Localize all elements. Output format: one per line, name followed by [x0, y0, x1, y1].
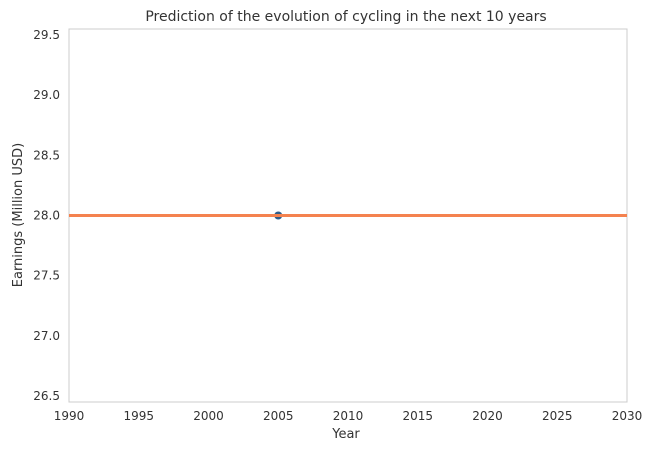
x-tick-label: 2020 — [472, 409, 503, 423]
x-tick-label: 2030 — [612, 409, 643, 423]
y-tick-label: 29.5 — [33, 28, 60, 42]
x-tick-label: 2000 — [193, 409, 224, 423]
y-tick-label: 28.5 — [33, 148, 60, 162]
y-tick-label: 29.0 — [33, 88, 60, 102]
y-tick-label: 27.0 — [33, 329, 60, 343]
y-tick-label: 28.0 — [33, 209, 60, 223]
x-tick-label: 2005 — [263, 409, 294, 423]
y-tick-label: 26.5 — [33, 389, 60, 403]
chart-marks — [69, 211, 627, 220]
y-tick-label: 27.5 — [33, 269, 60, 283]
y-axis-ticks: 26.5 27.0 27.5 28.0 28.5 29.0 29.5 — [33, 28, 60, 403]
x-axis-ticks: 1990 1995 2000 2005 2010 2015 2020 2025 2030 — [54, 409, 643, 423]
x-axis-label: Year — [331, 427, 360, 442]
x-tick-label: 1995 — [123, 409, 154, 423]
x-tick-label: 2015 — [402, 409, 433, 423]
x-tick-label: 1990 — [54, 409, 85, 423]
chart-title: Prediction of the evolution of cycling i… — [145, 9, 546, 25]
y-axis-label: Earnings (Million USD) — [11, 143, 26, 287]
x-tick-label: 2010 — [333, 409, 364, 423]
x-tick-label: 2025 — [542, 409, 573, 423]
